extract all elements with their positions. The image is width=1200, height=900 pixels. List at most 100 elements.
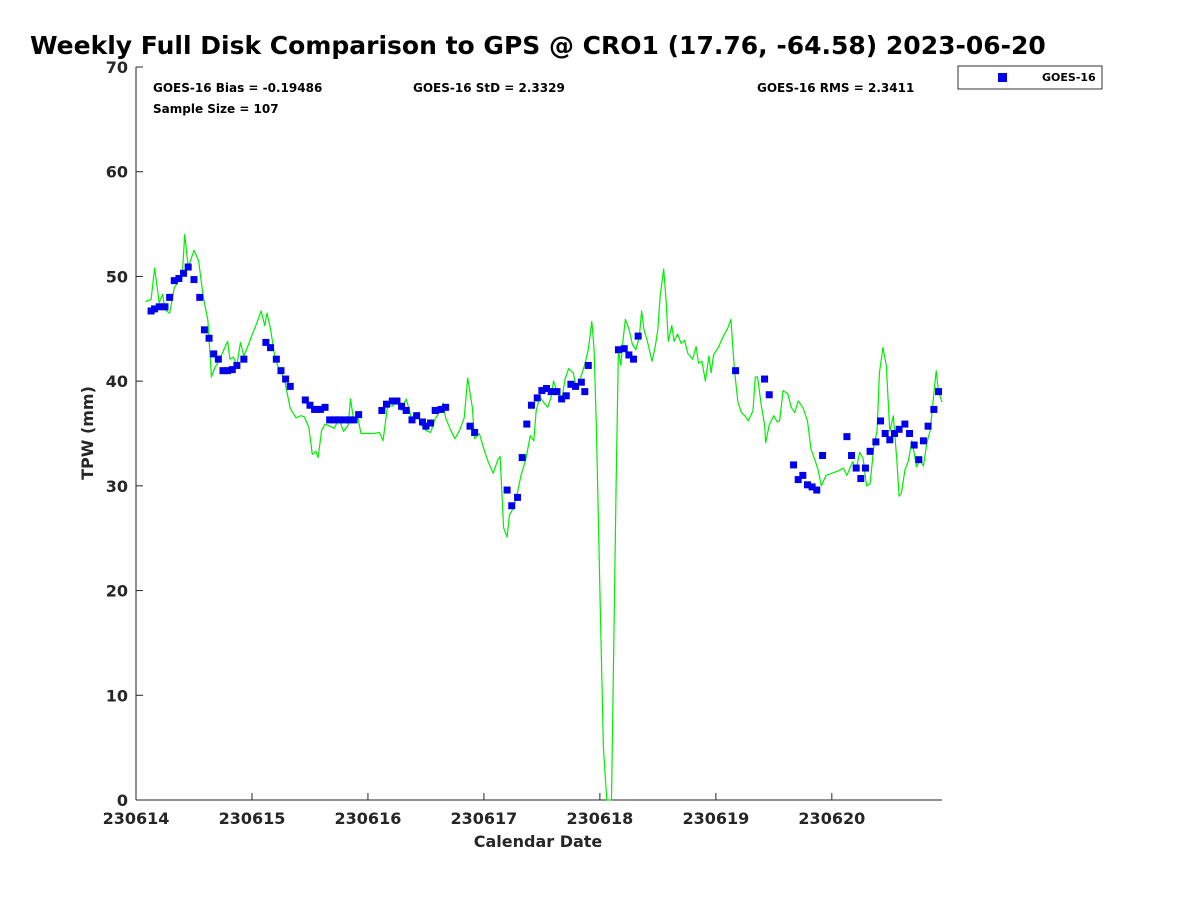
goes16-point	[881, 430, 889, 437]
y-tick-label: 0	[117, 791, 128, 810]
goes16-point	[311, 405, 319, 413]
goes16-point	[848, 451, 856, 459]
goes16-point	[184, 263, 192, 271]
goes16-point	[393, 397, 401, 405]
goes16-point	[765, 391, 773, 399]
goes16-point	[427, 419, 435, 427]
y-axis-label: TPW (mm)	[78, 386, 97, 480]
y-tick-label: 70	[106, 58, 128, 77]
goes16-point	[861, 464, 869, 472]
goes16-point	[614, 346, 622, 354]
goes16-point	[803, 481, 811, 489]
goes16-point	[508, 502, 516, 510]
goes16-point	[466, 422, 474, 430]
goes16-point	[316, 405, 324, 413]
axes: 0 10 20 30 40 50 60 70 230614 230615 230616 230617 2…	[103, 58, 942, 828]
goes16-point	[205, 334, 213, 342]
goes16-point	[166, 293, 174, 301]
goes16-point	[350, 416, 358, 424]
sample-size-stat: Sample Size = 107	[153, 102, 279, 116]
goes16-point	[170, 277, 178, 285]
goes16-point	[843, 433, 851, 441]
goes16-point	[761, 375, 769, 383]
y-tick-label: 40	[106, 372, 128, 391]
goes16-point	[335, 416, 343, 424]
goes16-point	[625, 351, 633, 359]
goes16-point	[240, 355, 248, 363]
goes16-point	[282, 375, 290, 383]
goes16-point	[562, 392, 570, 400]
goes16-point	[402, 406, 410, 414]
goes16-point	[799, 471, 807, 479]
goes16-point	[895, 425, 903, 433]
goes16-point	[732, 367, 740, 375]
goes16-point	[219, 367, 227, 375]
goes16-point	[538, 387, 546, 395]
goes16-point	[210, 350, 218, 358]
goes16-point	[431, 406, 439, 414]
goes16-point	[306, 401, 314, 409]
goes16-point	[422, 422, 430, 430]
y-tick-label: 10	[106, 686, 128, 705]
goes16-point	[930, 405, 938, 413]
goes16-point	[808, 483, 816, 491]
goes16-point	[630, 355, 638, 363]
x-tick-label: 230618	[566, 809, 633, 828]
goes16-point	[388, 397, 396, 405]
goes16-point	[345, 416, 353, 424]
goes16-point	[161, 303, 169, 311]
x-tick-label: 230615	[219, 809, 286, 828]
goes16-point	[518, 454, 526, 462]
goes16-point	[272, 355, 280, 363]
goes16-point	[558, 395, 566, 403]
goes16-point	[886, 436, 894, 444]
goes16-point	[277, 367, 285, 375]
goes16-point	[321, 403, 329, 411]
goes16-point	[866, 447, 874, 455]
goes16-point	[919, 437, 927, 445]
goes16-point	[852, 464, 860, 472]
x-axis-label: Calendar Date	[474, 832, 603, 851]
goes16-point	[543, 384, 551, 392]
goes16-point	[567, 380, 575, 388]
goes16-point	[877, 417, 885, 425]
goes16-point	[437, 405, 445, 413]
goes16-point	[408, 416, 416, 424]
y-tick-label: 60	[106, 163, 128, 182]
goes16-point	[634, 332, 642, 340]
goes16-point	[224, 367, 232, 375]
goes16-point	[196, 293, 204, 301]
goes16-point	[547, 388, 555, 396]
goes16-point	[910, 441, 918, 449]
goes16-point	[151, 305, 159, 313]
goes16-point	[378, 406, 386, 414]
x-tick-label: 230619	[682, 809, 749, 828]
goes16-point	[262, 338, 270, 346]
goes16-point	[155, 303, 163, 311]
legend-label: GOES-16	[1042, 71, 1096, 84]
goes16-point	[413, 412, 421, 420]
goes16-point	[813, 486, 821, 494]
rms-stat: GOES-16 RMS = 2.3411	[757, 81, 914, 95]
goes16-point	[326, 416, 334, 424]
std-stat: GOES-16 StD = 2.3329	[413, 81, 565, 95]
goes16-point	[228, 366, 236, 374]
goes16-point	[620, 345, 628, 353]
goes16-point	[175, 275, 183, 283]
goes16-point	[514, 493, 522, 501]
chart-title: Weekly Full Disk Comparison to GPS @ CRO…	[30, 31, 1046, 60]
reference-series-line	[145, 233, 943, 801]
goes16-point	[794, 476, 802, 484]
goes16-point	[355, 411, 363, 419]
y-tick-label: 30	[106, 477, 128, 496]
goes16-point	[857, 475, 865, 483]
goes16-point	[581, 388, 589, 396]
goes16-series	[147, 263, 943, 510]
goes16-point	[398, 402, 406, 410]
goes16-point	[233, 361, 241, 369]
legend-marker	[998, 73, 1007, 82]
x-tick-label: 230620	[798, 809, 865, 828]
goes16-point	[935, 388, 943, 396]
x-tick-label: 230614	[103, 809, 170, 828]
